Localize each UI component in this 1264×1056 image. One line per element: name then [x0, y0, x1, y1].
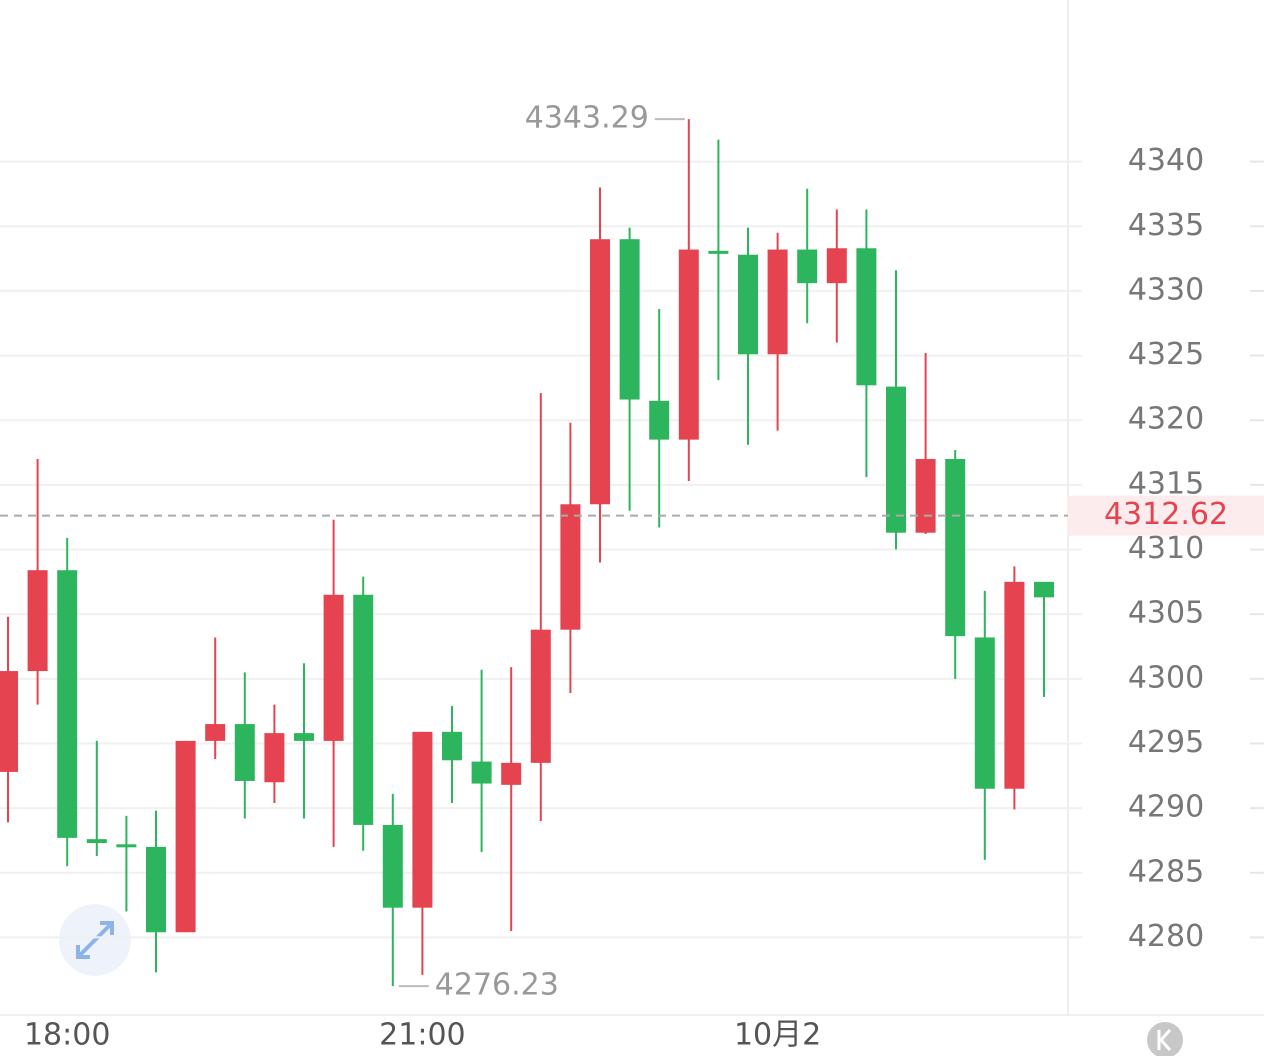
candle-body — [294, 733, 314, 741]
y-tick-label: 4325 — [1128, 337, 1204, 372]
candle-body — [0, 671, 18, 772]
candle-body — [57, 570, 78, 838]
candle-body — [856, 248, 877, 386]
candle-body — [412, 731, 433, 908]
candle-body — [945, 459, 966, 637]
candle-body — [649, 400, 670, 440]
high-label: 4343.29 — [525, 101, 649, 136]
candle-body — [1004, 581, 1025, 789]
candle-body — [886, 386, 906, 533]
y-tick-label: 4330 — [1128, 272, 1204, 307]
candle-body — [146, 846, 166, 933]
candle-body — [767, 249, 788, 355]
last-price-bg — [1068, 495, 1264, 536]
y-tick-label: 4320 — [1128, 402, 1204, 437]
x-tick-label: 21:00 — [379, 1018, 465, 1053]
candle-body — [27, 570, 48, 672]
candle-body — [471, 761, 492, 784]
y-tick-label: 4315 — [1128, 466, 1204, 501]
y-tick-label: 4340 — [1128, 143, 1204, 178]
candle-body — [175, 740, 196, 933]
candle-body — [86, 839, 107, 844]
candle-body — [442, 731, 462, 761]
candle-body — [205, 724, 226, 741]
y-tick-label: 4310 — [1128, 531, 1204, 566]
x-tick-label: 18:00 — [24, 1018, 110, 1053]
candle-body — [264, 733, 285, 783]
candle-body — [234, 724, 255, 781]
candle-body — [501, 762, 522, 785]
candle-body — [560, 504, 581, 630]
candle-body — [590, 239, 610, 505]
candle-body — [738, 254, 758, 355]
candle-body — [678, 249, 699, 440]
candle-body — [1034, 581, 1054, 598]
y-tick-label: 4285 — [1128, 854, 1204, 889]
candle-body — [530, 629, 551, 763]
y-tick-label: 4295 — [1128, 725, 1204, 760]
x-tick-label: 10月2 — [734, 1018, 821, 1053]
candle-body — [382, 824, 403, 908]
kline-button[interactable] — [1147, 1022, 1183, 1056]
y-tick-label: 4305 — [1128, 596, 1204, 631]
low-label: 4276.23 — [435, 968, 559, 1003]
candle-body — [323, 594, 344, 741]
candle-body — [826, 248, 847, 284]
last-price-label: 4312.62 — [1104, 497, 1228, 532]
candle-body — [708, 250, 729, 254]
candle-body — [619, 239, 640, 400]
expand-button[interactable] — [59, 904, 131, 976]
y-tick-label: 4280 — [1128, 919, 1204, 954]
y-tick-label: 4290 — [1128, 790, 1204, 825]
candle-body — [116, 844, 137, 848]
y-tick-label: 4300 — [1128, 660, 1204, 695]
candle-body — [797, 249, 818, 284]
candle-body — [353, 594, 374, 825]
candle-body — [974, 637, 995, 789]
candle-body — [915, 459, 936, 533]
y-tick-label: 4335 — [1128, 208, 1204, 243]
